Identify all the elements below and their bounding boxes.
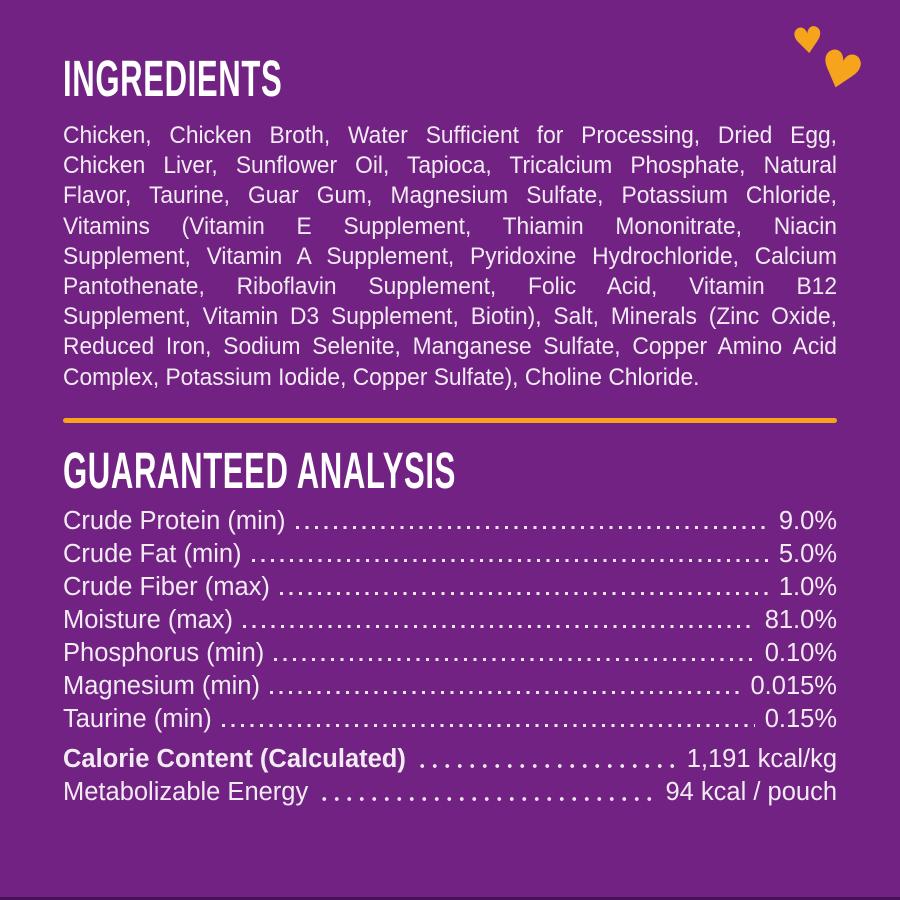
analysis-row-value: 81.0%: [764, 605, 837, 634]
analysis-row: Crude Fiber (max) 1.0%: [63, 571, 837, 604]
ingredients-line: Flavor, Taurine, Guar Gum, Magnesium Sul…: [63, 182, 837, 210]
analysis-row: Crude Fat (min) 5.0%: [63, 538, 837, 571]
dotted-leader: [274, 657, 755, 661]
calorie-content-table: Calorie Content (Calculated) 1,191 kcal/k…: [63, 743, 837, 809]
ingredients-line: Vitamins (Vitamin E Supplement, Thiamin …: [63, 212, 837, 240]
analysis-row-label: Crude Protein (min): [63, 506, 286, 535]
analysis-row-value: 0.10%: [764, 638, 837, 667]
dotted-leader: [221, 723, 755, 727]
analysis-row: Magnesium (min) 0.015%: [63, 670, 837, 703]
analysis-row-label: Moisture (max): [63, 605, 234, 634]
guaranteed-analysis-table: Crude Protein (min) 9.0% Crude Fat (min) 5.…: [63, 505, 837, 736]
analysis-row: Moisture (max) 81.0%: [63, 604, 837, 637]
guaranteed-analysis-title: GUARANTEED ANALYSIS: [63, 441, 837, 499]
guaranteed-analysis-title-text: GUARANTEED ANALYSIS: [63, 441, 457, 499]
analysis-row-value: 94 kcal / pouch: [665, 777, 837, 806]
label-panel: INGREDIENTS Chicken, Chicken Broth, Wate…: [63, 0, 837, 900]
analysis-row-label: Crude Fat (min): [63, 539, 242, 568]
analysis-row: Metabolizable Energy 94 kcal / pouch: [63, 776, 837, 809]
analysis-row-value: 9.0%: [778, 506, 837, 535]
label-bottom-edge: [0, 897, 900, 900]
analysis-row-value: 1.0%: [778, 572, 837, 601]
ingredients-line: Pantothenate, Riboflavin Supplement, Fol…: [63, 273, 837, 301]
analysis-row-label: Metabolizable Energy: [63, 777, 309, 806]
ingredients-text: Chicken, Chicken Broth, Water Sufficient…: [63, 121, 837, 393]
analysis-row: Taurine (min) 0.15%: [63, 703, 837, 736]
ingredients-line: Supplement, Vitamin A Supplement, Pyrido…: [63, 242, 837, 270]
analysis-row-label: Calorie Content (Calculated): [63, 744, 406, 773]
ingredients-line: Complex, Potassium Iodide, Copper Sulfat…: [63, 363, 700, 391]
ingredients-line: Chicken, Chicken Broth, Water Sufficient…: [63, 122, 837, 149]
ingredients-line: Supplement, Vitamin D3 Supplement, Bioti…: [63, 303, 837, 331]
analysis-row-value: 1,191 kcal/kg: [686, 744, 837, 773]
analysis-row-label: Phosphorus (min): [63, 638, 265, 667]
dotted-leader: [243, 624, 755, 628]
analysis-row: Calorie Content (Calculated) 1,191 kcal/k…: [63, 743, 837, 776]
analysis-row-label: Magnesium (min): [63, 671, 260, 700]
analysis-row-label: Crude Fiber (max): [63, 572, 270, 601]
dotted-leader: [269, 690, 741, 694]
ingredients-title-text: INGREDIENTS: [63, 50, 283, 107]
ingredients-title: INGREDIENTS: [63, 50, 837, 107]
dotted-leader: [415, 763, 677, 768]
dotted-leader: [318, 796, 656, 801]
dotted-leader: [251, 558, 769, 562]
analysis-row-label: Taurine (min): [63, 704, 212, 733]
dotted-leader: [295, 525, 769, 529]
analysis-row-value: 5.0%: [778, 539, 837, 568]
dotted-leader: [279, 591, 769, 595]
analysis-row-value: 0.015%: [750, 671, 838, 700]
ingredients-line: Chicken Liver, Sunflower Oil, Tapioca, T…: [63, 152, 837, 180]
section-divider: [63, 417, 837, 423]
analysis-row: Crude Protein (min) 9.0%: [63, 505, 837, 538]
analysis-row: Phosphorus (min) 0.10%: [63, 637, 837, 670]
ingredients-line: Reduced Iron, Sodium Selenite, Manganese…: [63, 333, 837, 361]
analysis-row-value: 0.15%: [764, 704, 837, 733]
